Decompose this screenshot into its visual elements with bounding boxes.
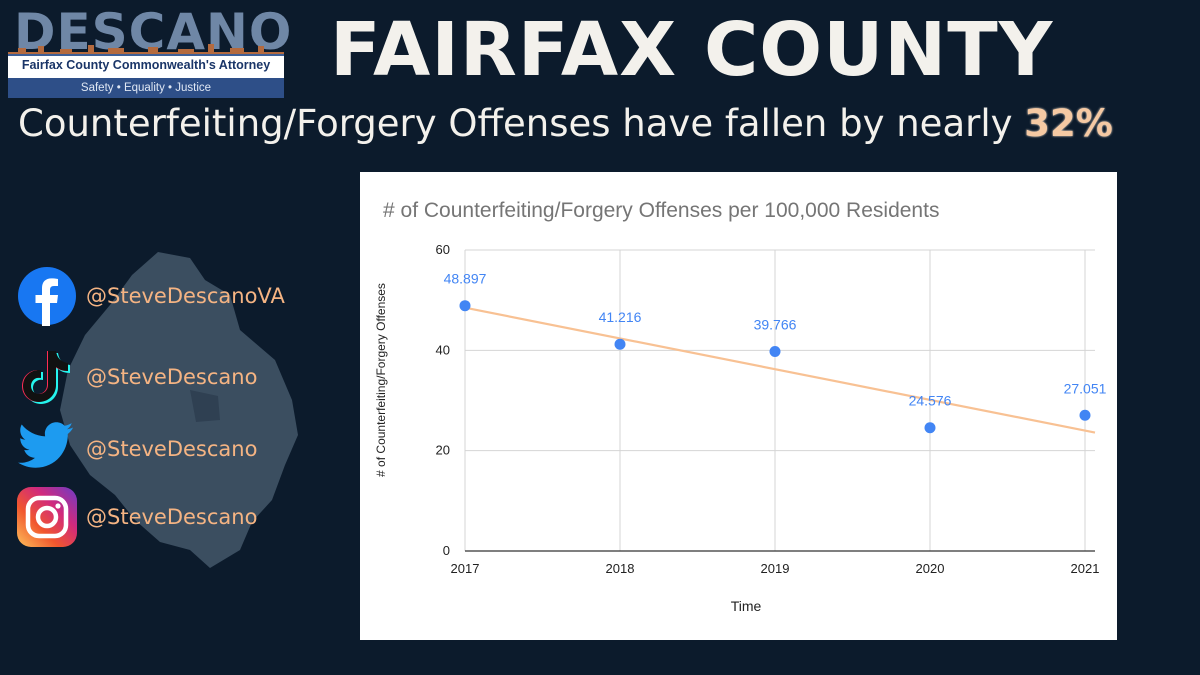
- instagram-icon: [17, 487, 77, 547]
- facebook-icon: [18, 267, 76, 326]
- data-point: [614, 338, 626, 350]
- data-label: 24.576: [909, 393, 952, 409]
- subheadline-percent: 32%: [1024, 102, 1113, 145]
- tiktok-icon: [22, 351, 70, 404]
- logo-band: [8, 54, 284, 78]
- headline: FAIRFAX COUNTY: [330, 7, 1054, 93]
- trendline: [464, 306, 1096, 434]
- data-point: [459, 300, 471, 312]
- x-tick-label: 2017: [451, 561, 480, 576]
- logo-subtitle: Fairfax County Commonwealth's Attorney: [21, 58, 271, 72]
- data-label: 48.897: [444, 271, 487, 287]
- y-tick-label: 40: [436, 342, 450, 357]
- chart-panel: 0 20 40 60 2017 2018 2019 2020 2021 48.897 41.216 3…: [360, 172, 1117, 640]
- data-point: [769, 346, 781, 358]
- chart-plot: 0 20 40 60 2017 2018 2019 2020 2021 48.897 41.216 3…: [436, 242, 1107, 576]
- y-tick-label: 0: [443, 543, 450, 558]
- data-point: [924, 422, 936, 434]
- x-tick-label: 2018: [606, 561, 635, 576]
- x-tick-label: 2020: [916, 561, 945, 576]
- data-point: [1079, 409, 1091, 421]
- twitter-handle[interactable]: @SteveDescano: [86, 437, 258, 461]
- logo-tagline: Safety • Equality • Justice: [8, 78, 284, 98]
- instagram-handle[interactable]: @SteveDescano: [86, 505, 258, 529]
- chart-title: # of Counterfeiting/Forgery Offenses per…: [383, 199, 940, 222]
- y-axis-label: # of Counterfeiting/Forgery Offenses: [374, 283, 388, 477]
- tiktok-handle[interactable]: @SteveDescano: [86, 365, 258, 389]
- y-tick-label: 60: [436, 242, 450, 257]
- data-label: 41.216: [599, 309, 642, 325]
- subheadline: Counterfeiting/Forgery Offenses have fal…: [18, 100, 1198, 148]
- social-row-facebook[interactable]: @SteveDescanoVA: [16, 266, 285, 326]
- data-label: 39.766: [754, 317, 797, 333]
- social-row-instagram[interactable]: @SteveDescano: [16, 487, 257, 547]
- county-map-silhouette: [60, 252, 298, 568]
- x-tick-label: 2021: [1071, 561, 1100, 576]
- y-tick-label: 20: [436, 443, 450, 458]
- social-row-twitter[interactable]: @SteveDescano: [16, 419, 257, 479]
- descano-logo: DESCANO Fairfax County Commonwealth's At…: [8, 6, 291, 98]
- subheadline-text: Counterfeiting/Forgery Offenses have fal…: [18, 102, 1013, 145]
- twitter-icon: [18, 422, 74, 468]
- x-tick-label: 2019: [761, 561, 790, 576]
- x-axis-label: Time: [730, 598, 762, 614]
- data-label: 27.051: [1064, 380, 1107, 396]
- social-row-tiktok[interactable]: @SteveDescano: [16, 347, 257, 407]
- facebook-handle[interactable]: @SteveDescanoVA: [86, 284, 285, 308]
